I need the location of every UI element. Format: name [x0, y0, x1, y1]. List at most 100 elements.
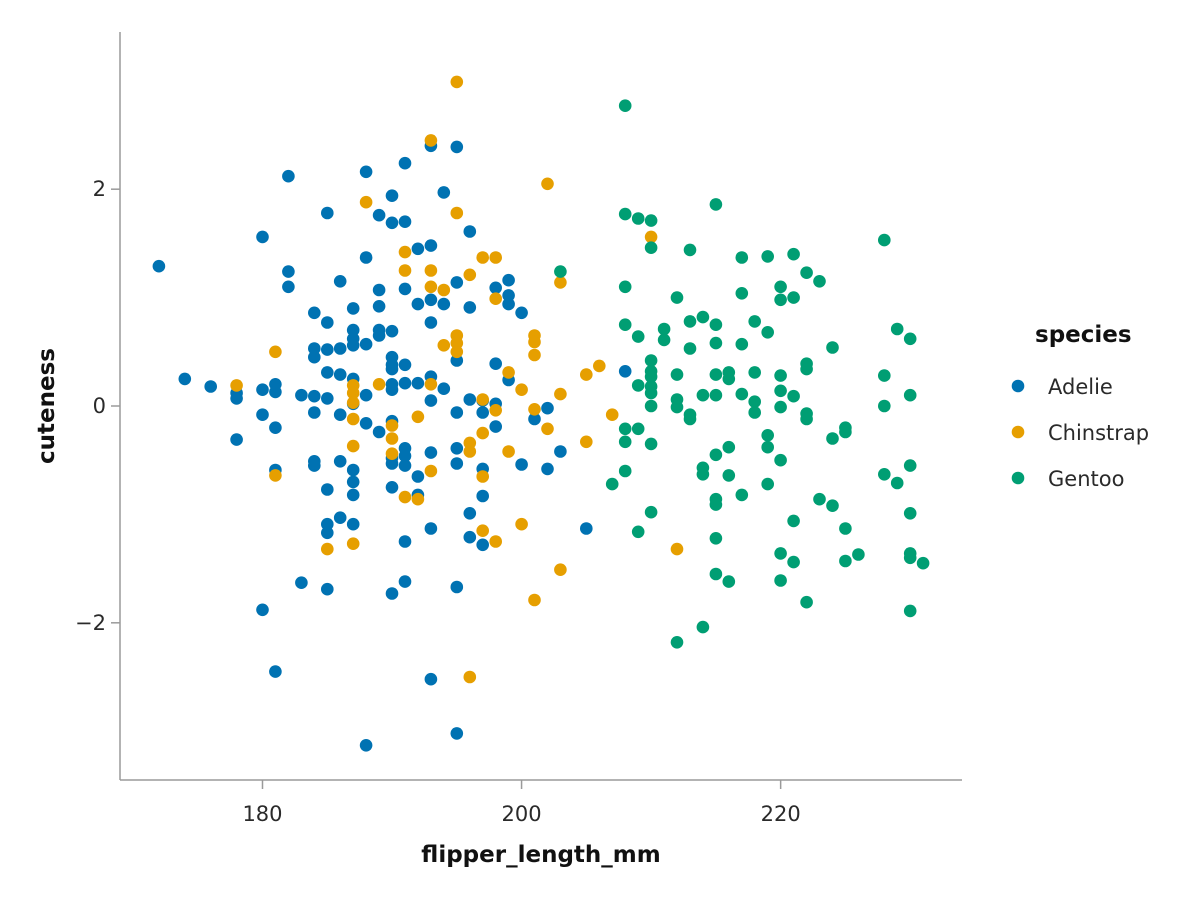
legend: species Adelie Chinstrap Gentoo: [1011, 322, 1149, 491]
data-point-chinstrap: [450, 345, 464, 359]
data-point-gentoo: [657, 333, 671, 347]
data-point-adelie: [515, 458, 528, 471]
data-point-gentoo: [722, 575, 736, 588]
data-point-chinstrap: [385, 419, 399, 432]
data-point-chinstrap: [385, 447, 399, 461]
data-point-adelie: [424, 522, 438, 535]
data-point-gentoo: [618, 464, 632, 478]
data-point-adelie: [295, 388, 308, 402]
data-point-chinstrap: [476, 426, 490, 440]
data-point-gentoo: [748, 366, 761, 379]
legend-title: species: [1035, 322, 1132, 348]
data-point-adelie: [618, 365, 632, 378]
data-point-gentoo: [787, 555, 800, 569]
data-point-adelie: [385, 362, 399, 376]
data-point-adelie: [411, 242, 425, 256]
data-point-gentoo: [748, 406, 761, 419]
data-point-adelie: [359, 388, 373, 402]
data-point-gentoo: [761, 440, 774, 454]
y-axis-title: cuteness: [34, 348, 60, 464]
data-point-chinstrap: [424, 280, 438, 294]
data-point-gentoo: [554, 265, 567, 278]
data-point-gentoo: [787, 291, 800, 304]
data-point-adelie: [282, 265, 295, 278]
data-point-adelie: [398, 459, 412, 472]
data-point-chinstrap: [450, 75, 464, 89]
data-point-chinstrap: [554, 387, 567, 401]
data-point-adelie: [398, 215, 412, 228]
data-point-chinstrap: [437, 339, 451, 352]
data-point-gentoo: [903, 332, 917, 346]
data-point-adelie: [502, 273, 515, 287]
data-point-adelie: [450, 140, 464, 154]
data-point-gentoo: [903, 551, 917, 565]
data-point-chinstrap: [580, 435, 593, 449]
data-point-gentoo: [670, 368, 684, 381]
legend-marker-adelie: [1011, 379, 1025, 393]
data-point-adelie: [450, 457, 464, 470]
data-point-adelie: [359, 165, 373, 179]
data-point-gentoo: [709, 388, 723, 402]
data-point-gentoo: [735, 251, 749, 264]
data-point-gentoo: [631, 422, 645, 436]
data-point-gentoo: [709, 198, 723, 211]
data-point-gentoo: [644, 386, 658, 400]
data-point-chinstrap: [554, 563, 567, 576]
legend-marker-gentoo: [1011, 471, 1025, 485]
data-point-gentoo: [826, 499, 839, 512]
data-point-adelie: [346, 302, 360, 315]
data-point-adelie: [437, 186, 451, 199]
data-point-adelie: [502, 297, 515, 311]
data-point-adelie: [463, 225, 477, 238]
data-point-chinstrap: [489, 535, 503, 548]
data-point-chinstrap: [450, 206, 464, 220]
data-point-chinstrap: [230, 379, 243, 392]
data-point-chinstrap: [321, 542, 334, 556]
data-point-adelie: [476, 538, 490, 552]
data-point-gentoo: [761, 429, 774, 442]
data-point-gentoo: [683, 243, 697, 257]
data-point-gentoo: [787, 514, 800, 528]
data-point-gentoo: [618, 318, 632, 332]
data-point-gentoo: [748, 395, 761, 409]
data-point-gentoo: [878, 399, 891, 413]
data-point-adelie: [295, 576, 308, 589]
data-point-gentoo: [605, 477, 619, 491]
data-point-gentoo: [813, 275, 826, 288]
data-point-adelie: [385, 324, 399, 338]
data-point-adelie: [489, 357, 503, 371]
data-point-chinstrap: [411, 410, 425, 424]
data-point-chinstrap: [463, 268, 477, 282]
data-point-chinstrap: [411, 492, 425, 506]
data-point-adelie: [385, 587, 399, 600]
data-point-chinstrap: [398, 264, 412, 277]
data-point-gentoo: [644, 437, 658, 451]
y-ticks: −2 0 2: [75, 177, 120, 635]
data-point-chinstrap: [463, 670, 477, 684]
data-point-gentoo: [761, 250, 774, 263]
data-point-adelie: [476, 406, 490, 419]
data-point-adelie: [269, 665, 282, 678]
data-point-adelie: [346, 517, 360, 531]
data-point-adelie: [463, 507, 477, 520]
data-point-adelie: [333, 275, 347, 288]
x-ticks: 180 200 220: [242, 780, 801, 826]
legend-items: Adelie Chinstrap Gentoo: [1011, 375, 1149, 491]
data-point-chinstrap: [450, 336, 464, 350]
data-point-adelie: [424, 316, 438, 329]
data-point-adelie: [269, 421, 282, 435]
data-point-gentoo: [696, 388, 710, 402]
data-point-gentoo: [800, 412, 813, 426]
data-point-adelie: [385, 457, 399, 470]
data-point-adelie: [398, 282, 412, 296]
data-point-gentoo: [709, 532, 723, 545]
data-point-gentoo: [839, 425, 852, 439]
data-point-adelie: [282, 280, 295, 294]
data-point-chinstrap: [593, 359, 606, 373]
data-point-adelie: [385, 383, 399, 397]
data-point-chinstrap: [398, 490, 412, 504]
data-point-gentoo: [657, 322, 671, 336]
data-point-gentoo: [709, 567, 723, 581]
data-point-chinstrap: [424, 464, 438, 478]
